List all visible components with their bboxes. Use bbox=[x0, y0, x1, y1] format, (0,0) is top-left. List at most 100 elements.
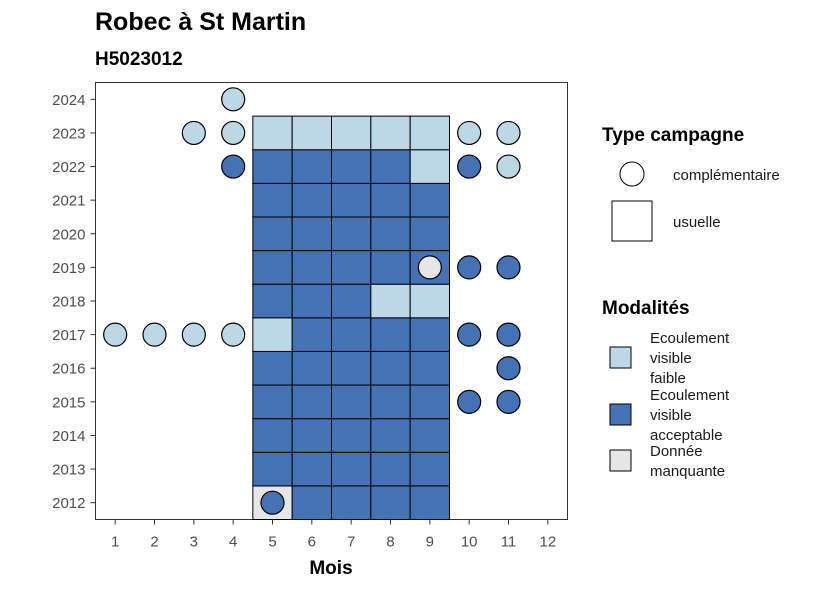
x-axis-label: Mois bbox=[309, 558, 352, 579]
legend-acceptable-line-1: Ecoulement bbox=[650, 387, 730, 404]
cell-2022-8 bbox=[370, 149, 411, 184]
cell-2022-6 bbox=[291, 149, 333, 184]
legend-acceptable-line-2: visible bbox=[650, 407, 692, 424]
x-tick-label-9: 9 bbox=[426, 534, 434, 551]
legend-square-symbol bbox=[611, 200, 653, 242]
x-tick-label-12: 12 bbox=[539, 534, 556, 551]
cell-2021-7 bbox=[331, 182, 372, 218]
y-tick-label-2017: 2017 bbox=[52, 327, 85, 344]
cell-2012-7 bbox=[331, 485, 372, 521]
cell-2020-7 bbox=[331, 216, 372, 252]
y-tick-label-2015: 2015 bbox=[52, 394, 85, 411]
cell-2018-8 bbox=[370, 283, 411, 319]
x-tick-label-8: 8 bbox=[386, 534, 394, 551]
cell-2020-9 bbox=[409, 216, 451, 252]
cell-2017-6 bbox=[291, 317, 333, 352]
cell-2016-6 bbox=[291, 350, 333, 386]
x-tick-label-2: 2 bbox=[150, 534, 158, 551]
cell-2023-5 bbox=[252, 115, 293, 151]
cell-2020-8 bbox=[370, 216, 411, 252]
cell-2023-7 bbox=[331, 115, 372, 151]
cell-2023-6 bbox=[291, 115, 333, 151]
cell-2019-7 bbox=[331, 250, 372, 285]
legend-type-usuelle-label: usuelle bbox=[673, 214, 721, 231]
legend-manquante-line-2: manquante bbox=[650, 463, 725, 480]
cell-2018-5 bbox=[252, 283, 293, 319]
legend-type-title: Type campagne bbox=[602, 125, 744, 146]
legend-faible-line-1: Ecoulement bbox=[650, 330, 730, 347]
point-2023-10 bbox=[457, 120, 482, 146]
cell-2017-7 bbox=[331, 317, 372, 352]
point-2017-1 bbox=[103, 322, 128, 347]
cell-2022-7 bbox=[331, 149, 372, 184]
legend-type-campagne: Type campagne complémentaire usuelle bbox=[602, 125, 780, 242]
cell-2014-7 bbox=[331, 418, 372, 453]
y-tick-label-2023: 2023 bbox=[52, 125, 85, 142]
x-tick-label-6: 6 bbox=[308, 534, 316, 551]
legend-swatch-acceptable bbox=[609, 403, 632, 426]
cell-2013-6 bbox=[291, 451, 333, 487]
cell-2021-5 bbox=[252, 182, 293, 218]
point-2019-10 bbox=[457, 255, 482, 280]
x-tick-label-3: 3 bbox=[190, 534, 198, 551]
point-2024-4 bbox=[221, 87, 246, 112]
cell-2012-9 bbox=[409, 485, 451, 521]
cell-2012-6 bbox=[291, 485, 333, 521]
cell-2015-5 bbox=[252, 384, 293, 420]
y-tick-label-2012: 2012 bbox=[52, 495, 85, 512]
x-tick-label-7: 7 bbox=[347, 534, 355, 551]
point-2016-11 bbox=[496, 356, 521, 381]
complementaire-points bbox=[103, 87, 521, 515]
cell-2021-6 bbox=[291, 182, 333, 218]
cell-2015-9 bbox=[409, 384, 451, 420]
point-2017-2 bbox=[142, 322, 167, 347]
y-axis: 2012 2013 2014 2015 2016 2017 2018 2019 2020 2021… bbox=[52, 92, 96, 512]
y-tick-label-2024: 2024 bbox=[52, 92, 85, 109]
cell-2018-6 bbox=[291, 283, 333, 319]
cell-2016-5 bbox=[252, 350, 293, 386]
point-2022-11 bbox=[496, 154, 521, 179]
y-tick-label-2013: 2013 bbox=[52, 462, 85, 479]
cell-2017-9 bbox=[409, 317, 451, 352]
cell-2020-5 bbox=[252, 216, 293, 252]
cell-2015-6 bbox=[291, 384, 333, 420]
cell-2014-6 bbox=[291, 418, 333, 453]
cell-2017-8 bbox=[370, 317, 411, 352]
y-tick-label-2019: 2019 bbox=[52, 260, 85, 277]
y-tick-label-2022: 2022 bbox=[52, 159, 85, 176]
legend-manquante-line-1: Donnée bbox=[650, 443, 703, 460]
cell-2016-9 bbox=[409, 350, 451, 386]
point-2017-4 bbox=[221, 322, 246, 347]
cell-2021-8 bbox=[370, 182, 411, 218]
legend-modalites-title: Modalités bbox=[602, 298, 690, 319]
y-tick-label-2016: 2016 bbox=[52, 361, 85, 378]
cell-2013-8 bbox=[370, 451, 411, 487]
cell-2016-7 bbox=[331, 350, 372, 386]
point-2023-4 bbox=[221, 120, 246, 146]
point-2022-10 bbox=[457, 154, 482, 179]
cell-2012-8 bbox=[370, 485, 411, 521]
legend-swatch-manquante bbox=[609, 449, 632, 472]
x-axis: 1 2 3 4 5 6 7 8 9 10 11 12 bbox=[111, 519, 556, 551]
point-2015-11 bbox=[496, 389, 521, 414]
cell-2019-6 bbox=[291, 250, 333, 285]
cell-2022-9 bbox=[409, 149, 451, 184]
cell-2013-9 bbox=[409, 451, 451, 487]
point-2023-3 bbox=[181, 120, 206, 146]
cell-2014-9 bbox=[409, 418, 451, 453]
point-2019-9 bbox=[417, 255, 442, 280]
x-tick-label-1: 1 bbox=[111, 534, 119, 551]
cell-2023-9 bbox=[409, 115, 451, 151]
cell-2016-8 bbox=[370, 350, 411, 386]
point-2017-11 bbox=[496, 322, 521, 347]
cell-2017-5 bbox=[252, 317, 293, 352]
legend-type-complementaire-label: complémentaire bbox=[673, 167, 780, 184]
legend-faible-line-2: visible bbox=[650, 350, 692, 367]
cell-2019-5 bbox=[252, 250, 293, 285]
legend-faible-line-3: faible bbox=[650, 370, 686, 387]
point-2022-4 bbox=[221, 154, 246, 179]
y-tick-label-2018: 2018 bbox=[52, 294, 85, 311]
cell-2018-9 bbox=[409, 283, 451, 319]
point-2017-3 bbox=[181, 322, 206, 347]
